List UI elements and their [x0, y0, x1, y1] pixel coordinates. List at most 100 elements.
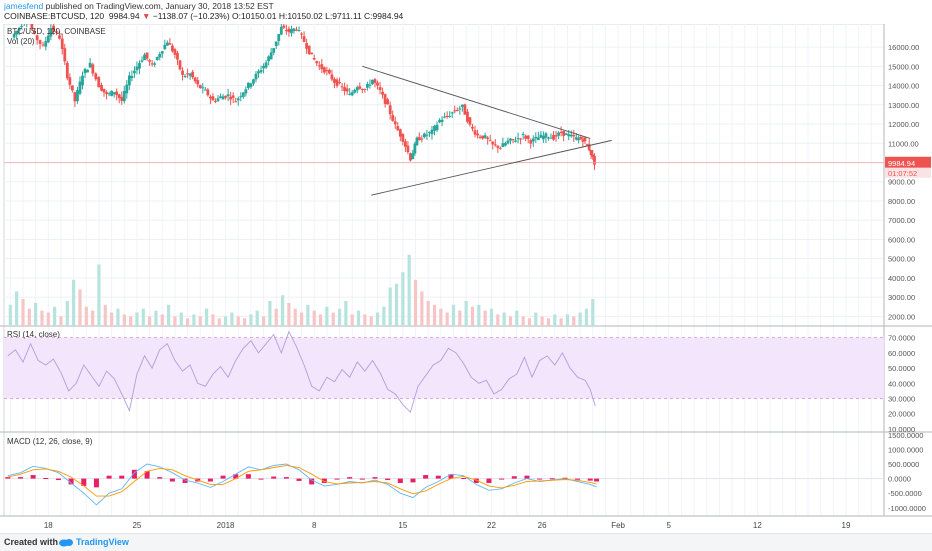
price-tick-label: 5000.00	[888, 255, 915, 264]
candle-down	[398, 129, 402, 137]
volume-bar	[217, 318, 221, 326]
candle-down	[396, 126, 400, 131]
candle-up	[521, 134, 525, 136]
candle-up	[564, 133, 568, 135]
rsi-line	[7, 330, 596, 414]
candle-down	[552, 134, 555, 140]
candle-down	[383, 94, 387, 104]
candle-down	[529, 140, 533, 144]
volume-bar	[565, 314, 570, 326]
candle-down	[496, 145, 500, 148]
candle-down	[463, 104, 467, 115]
macd-signal-line	[7, 464, 597, 497]
candle-down	[102, 88, 106, 93]
candle-up	[130, 76, 134, 79]
volume-bar	[420, 291, 424, 326]
volume-bar	[325, 306, 329, 326]
candle-down	[322, 67, 326, 73]
candle-up	[539, 134, 543, 138]
volume-bar	[8, 304, 12, 326]
candle-down	[391, 115, 395, 121]
macd-histogram-bar	[182, 478, 188, 483]
macd-histogram-bar	[271, 476, 277, 479]
volume-bar	[584, 308, 589, 326]
candle-up	[365, 84, 369, 88]
candle-down	[191, 71, 195, 78]
candle-up	[86, 69, 89, 73]
time-tick-label: 22	[487, 521, 496, 530]
candle-up	[516, 138, 520, 140]
volume-bar	[78, 289, 82, 326]
volume-bar	[489, 308, 494, 326]
volume-bar	[312, 310, 316, 326]
macd-tick-label: 1000.0000	[888, 445, 923, 454]
candle-up	[574, 137, 578, 140]
candle-up	[49, 28, 53, 37]
candle-down	[581, 139, 585, 142]
candle-down	[307, 45, 311, 54]
price-tick-label: 4000.00	[888, 274, 915, 283]
candle-down	[488, 140, 492, 142]
candle-down	[224, 95, 227, 98]
macd-histogram-bar	[359, 478, 365, 480]
candle-down	[320, 64, 324, 70]
author-link[interactable]: jamesfend	[4, 1, 44, 11]
candle-up	[15, 31, 19, 35]
candle-up	[577, 138, 581, 141]
volume-bar	[192, 314, 196, 326]
candle-up	[504, 143, 507, 146]
candle-up	[415, 137, 419, 146]
time-axis: 18 25 2018 8 15 22 26 Feb 5 12 19	[44, 521, 851, 530]
volume-bar	[97, 264, 101, 326]
volume-bar	[40, 310, 44, 326]
symbol-name: COINBASE:BTCUSD, 120	[4, 11, 105, 21]
time-tick-label: 12	[753, 521, 762, 530]
candle-down	[393, 121, 397, 125]
volume-bar	[34, 302, 38, 326]
volume-bar	[464, 300, 468, 326]
candle-down	[41, 44, 45, 46]
candle-up	[203, 89, 207, 91]
chart-canvas[interactable]: 16000.00 15000.00 14000.00 13000.00 12000.00…	[0, 24, 932, 533]
candle-down	[295, 29, 298, 31]
trendlines	[362, 65, 612, 196]
candle-down	[587, 144, 591, 151]
candle-down	[562, 130, 566, 136]
macd-histogram-bar	[233, 474, 239, 479]
candle-down	[591, 154, 595, 157]
tradingview-brand[interactable]: TradingView	[76, 537, 129, 547]
countdown-tag	[885, 167, 931, 178]
volume-bar	[21, 299, 25, 326]
macd-histogram-bar	[410, 478, 416, 483]
candle-down	[498, 147, 502, 149]
candle-down	[229, 96, 233, 100]
candle-down	[363, 88, 367, 90]
candle-down	[471, 126, 474, 129]
price-axis: 16000.00 15000.00 14000.00 13000.00 12000.00…	[885, 43, 931, 513]
candle-down	[345, 88, 349, 92]
candle-down	[406, 145, 410, 153]
candle-down	[105, 92, 108, 95]
candle-down	[55, 31, 58, 33]
macd-tick-label: 1500.0000	[888, 431, 923, 440]
candle-down	[97, 77, 101, 88]
candle-up	[158, 54, 162, 58]
volume-bar	[204, 308, 209, 326]
candle-down	[63, 48, 67, 62]
volume-bar	[287, 302, 291, 326]
volume-bar	[129, 316, 133, 326]
volume-bar	[268, 300, 272, 326]
candle-up	[544, 133, 548, 138]
volume-bar	[521, 316, 525, 326]
volume-bar	[110, 312, 114, 326]
candle-down	[343, 87, 347, 92]
candle-down	[186, 73, 189, 75]
macd-histogram-bar	[131, 469, 137, 479]
price-tick-label: 12000.00	[888, 120, 919, 129]
price-tick-label: 15000.00	[888, 62, 919, 71]
candle-up	[252, 79, 255, 84]
candle-down	[420, 138, 424, 140]
candle-up	[460, 104, 464, 107]
candle-down	[206, 89, 210, 96]
